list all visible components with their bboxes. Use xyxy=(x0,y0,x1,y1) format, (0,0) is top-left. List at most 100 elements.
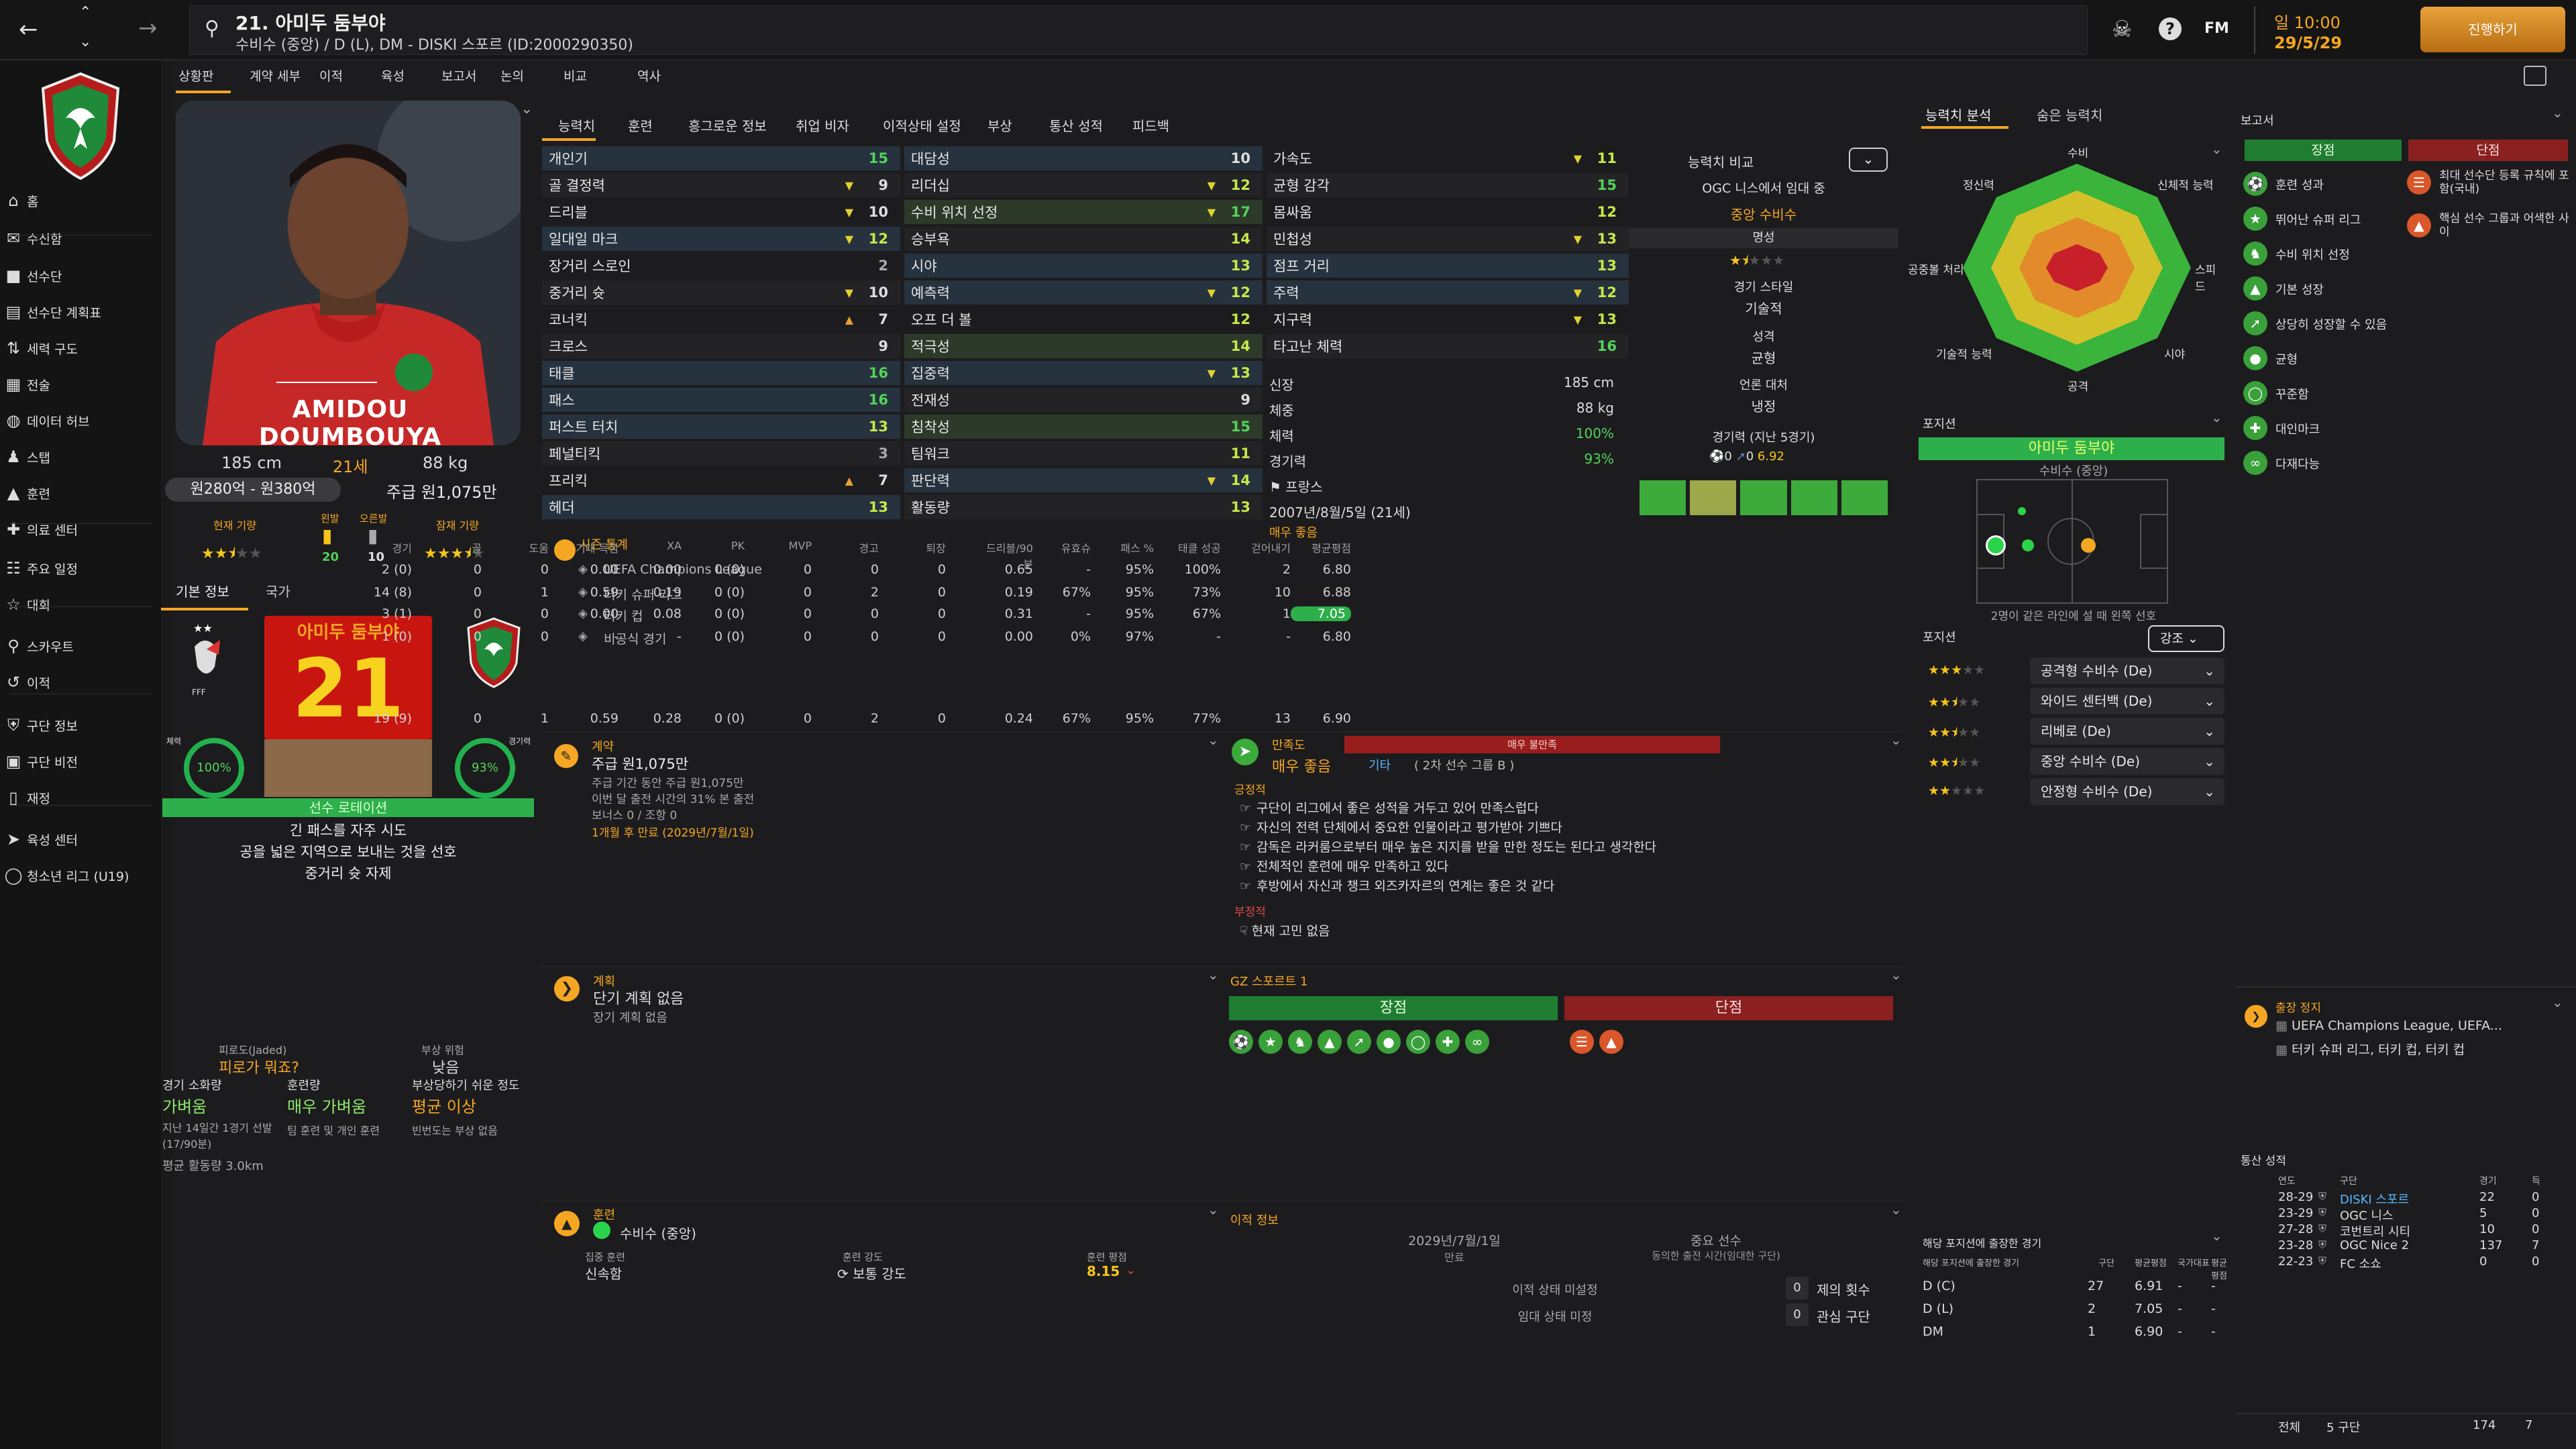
continue-button[interactable]: 진행하기 xyxy=(2420,7,2565,52)
group-icon[interactable]: ▲ xyxy=(1599,1030,1623,1054)
report-pro-item[interactable]: ▲ 기본 성장 xyxy=(2243,272,2404,307)
report-pro-item[interactable]: ♞ 수비 위치 선정 xyxy=(2243,237,2404,272)
forward-icon[interactable]: → xyxy=(138,15,158,42)
panel-chevron-icon[interactable]: ⌄ xyxy=(1890,732,1902,748)
subtab-7[interactable]: 역사 xyxy=(637,69,661,84)
fm-logo[interactable]: FM xyxy=(2204,20,2229,37)
sidebar-item-1[interactable]: ✉ 수신함 xyxy=(0,221,161,255)
panel-chevron-icon[interactable]: ⌄ xyxy=(2552,105,2563,121)
sidebar-item-12[interactable]: ⚲ 스카우트 xyxy=(0,629,161,663)
compare-dropdown[interactable]: ⌄ xyxy=(1849,148,1888,172)
center-tab-6[interactable]: 통산 성적 xyxy=(1049,118,1103,134)
scroll-up-icon[interactable]: ⌃ xyxy=(79,4,92,21)
growth-icon[interactable]: ▲ xyxy=(1318,1030,1342,1054)
sidebar-item-16[interactable]: ▯ 재정 xyxy=(0,781,161,814)
report-pro-item[interactable]: ➚ 상당히 성장할 수 있음 xyxy=(2243,307,2404,342)
sidebar-item-15[interactable]: ▣ 구단 비전 xyxy=(0,745,161,778)
scroll-down-icon[interactable]: ⌄ xyxy=(79,34,92,50)
sidebar-item-13[interactable]: ↺ 이적 xyxy=(0,665,161,699)
subtab-4[interactable]: 보고서 xyxy=(441,69,477,84)
role-dropdown[interactable]: 리베로 (De) ⌄ xyxy=(2030,718,2224,745)
panel-chevron-icon[interactable]: ⌄ xyxy=(1208,732,1219,748)
role-dropdown[interactable]: 중앙 수비수 (De) ⌄ xyxy=(2030,748,2224,775)
back-icon[interactable]: ← xyxy=(19,16,38,43)
report-pro-item[interactable]: ● 균형 xyxy=(2243,342,2404,377)
trend-icon[interactable]: ➚ xyxy=(1347,1030,1371,1054)
tab-basic-info[interactable]: 기본 정보 xyxy=(176,584,229,600)
training-perf-icon[interactable]: ⚽ xyxy=(1229,1030,1253,1054)
subtab-2[interactable]: 이적 xyxy=(319,69,343,84)
registration-icon[interactable]: ☰ xyxy=(1570,1030,1594,1054)
panel-chevron-icon[interactable]: ⌄ xyxy=(2552,994,2563,1010)
sidebar-item-11[interactable]: ☆ 대회 xyxy=(0,588,161,621)
consistency-icon[interactable]: ◯ xyxy=(1406,1030,1430,1054)
value-badge[interactable]: 원280억 - 원380억 xyxy=(165,478,341,502)
center-tab-0[interactable]: 능력치 xyxy=(558,118,596,134)
sidebar-item-6[interactable]: ◍ 데이터 허브 xyxy=(0,404,161,437)
report-con-item[interactable]: ☰ 최대 선수단 등록 규칙에 포함(국내) xyxy=(2407,168,2575,211)
sidebar-item-14[interactable]: ⛨ 구단 정보 xyxy=(0,708,161,742)
club-crest[interactable] xyxy=(39,71,122,181)
role-dropdown[interactable]: 공격형 수비수 (De) ⌄ xyxy=(2030,657,2224,684)
training-title[interactable]: 훈련 xyxy=(593,1208,616,1222)
sidebar-item-17[interactable]: ➤ 육성 센터 xyxy=(0,822,161,856)
center-tab-1[interactable]: 훈련 xyxy=(628,118,653,134)
report-pro-item[interactable]: ✚ 대인마크 xyxy=(2243,412,2404,447)
sidebar-item-9[interactable]: ✚ 의료 센터 xyxy=(0,513,161,546)
sidebar-item-0[interactable]: ⌂ 홈 xyxy=(0,184,161,217)
center-tab-4[interactable]: 이적상태 설정 xyxy=(883,118,961,134)
subtab-0[interactable]: 상황판 xyxy=(178,69,214,84)
contract-title[interactable]: 계약 xyxy=(592,740,614,754)
layout-toggle-icon[interactable] xyxy=(2524,66,2546,86)
skull-icon[interactable]: ☠ xyxy=(2112,16,2133,43)
collapse-chevron-icon[interactable]: ⌄ xyxy=(521,101,533,117)
report-con-item[interactable]: ▲ 핵심 선수 그룹과 어색한 사이 xyxy=(2407,211,2575,254)
panel-chevron-icon[interactable]: ⌄ xyxy=(2211,409,2222,425)
sidebar-item-8[interactable]: ▲ 훈련 xyxy=(0,476,161,510)
subtab-5[interactable]: 논의 xyxy=(500,69,524,84)
panel-chevron-icon[interactable]: ⌄ xyxy=(2211,1228,2222,1244)
report-pro-item[interactable]: ∞ 다재다능 xyxy=(2243,447,2404,482)
subtab-3[interactable]: 육성 xyxy=(381,69,405,84)
intensity-value[interactable]: ⟳ 보통 강도 xyxy=(837,1263,906,1283)
panel-chevron-icon[interactable]: ⌄ xyxy=(2211,141,2222,157)
transfer-title[interactable]: 이적 정보 xyxy=(1230,1214,1279,1228)
tab-attribute-analysis[interactable]: 능력치 분석 xyxy=(1925,107,1992,123)
marking-icon[interactable]: ✚ xyxy=(1436,1030,1460,1054)
sidebar-item-5[interactable]: ▦ 전술 xyxy=(0,368,161,401)
sidebar-item-3[interactable]: ▤ 선수단 계획표 xyxy=(0,295,161,329)
happiness-title[interactable]: 만족도 xyxy=(1272,739,1305,753)
sidebar-item-7[interactable]: ♟ 스탭 xyxy=(0,440,161,474)
positioning-icon[interactable]: ♞ xyxy=(1288,1030,1312,1054)
center-tab-5[interactable]: 부상 xyxy=(987,118,1012,134)
panel-chevron-icon[interactable]: ⌄ xyxy=(1208,1201,1219,1218)
report-pro-item[interactable]: ◯ 꾸준함 xyxy=(2243,377,2404,412)
tab-hidden-attributes[interactable]: 숨은 능력치 xyxy=(2037,107,2103,123)
sidebar-item-18[interactable]: ◯ 청소년 리그 (U19) xyxy=(0,859,161,892)
season-title[interactable]: 시즌 통계 xyxy=(580,538,628,552)
versatile-icon[interactable]: ∞ xyxy=(1465,1030,1489,1054)
sidebar-item-2[interactable]: ■ 선수단 xyxy=(0,259,161,292)
search-box[interactable]: ⚲ 21. 아미두 둠부야 수비수 (중앙) / D (L), DM - DIS… xyxy=(189,5,2088,55)
suspension-title[interactable]: 출장 정지 xyxy=(2275,1002,2321,1015)
role-dropdown[interactable]: 안정형 수비수 (De) ⌄ xyxy=(2030,778,2224,805)
role-dropdown[interactable]: 와이드 센터백 (De) ⌄ xyxy=(2030,688,2224,714)
sidebar-item-10[interactable]: ☷ 주요 일정 xyxy=(0,551,161,585)
center-tab-7[interactable]: 피드백 xyxy=(1132,118,1170,134)
report-title[interactable]: GZ 스포르트 1 xyxy=(1230,975,1308,989)
report-pro-item[interactable]: ⚽ 훈련 성과 xyxy=(2243,168,2404,203)
help-icon[interactable]: ? xyxy=(2159,17,2182,40)
tab-nation[interactable]: 국가 xyxy=(266,584,290,600)
roles-sort-dropdown[interactable]: 강조 ⌄ xyxy=(2148,625,2224,652)
star-icon[interactable]: ★ xyxy=(1258,1030,1283,1054)
sidebar-item-4[interactable]: ⇅ 세력 구도 xyxy=(0,331,161,365)
report-pro-item[interactable]: ★ 뛰어난 슈퍼 리그 xyxy=(2243,203,2404,237)
panel-chevron-icon[interactable]: ⌄ xyxy=(1208,967,1219,983)
panel-chevron-icon[interactable]: ⌄ xyxy=(1890,1201,1902,1218)
panel-chevron-icon[interactable]: ⌄ xyxy=(1890,967,1902,983)
balance-icon[interactable]: ● xyxy=(1377,1030,1401,1054)
subtab-6[interactable]: 비교 xyxy=(564,69,587,84)
plans-title[interactable]: 계획 xyxy=(593,975,616,989)
center-tab-3[interactable]: 취업 비자 xyxy=(796,118,849,134)
subtab-1[interactable]: 계약 세부 xyxy=(250,69,301,84)
